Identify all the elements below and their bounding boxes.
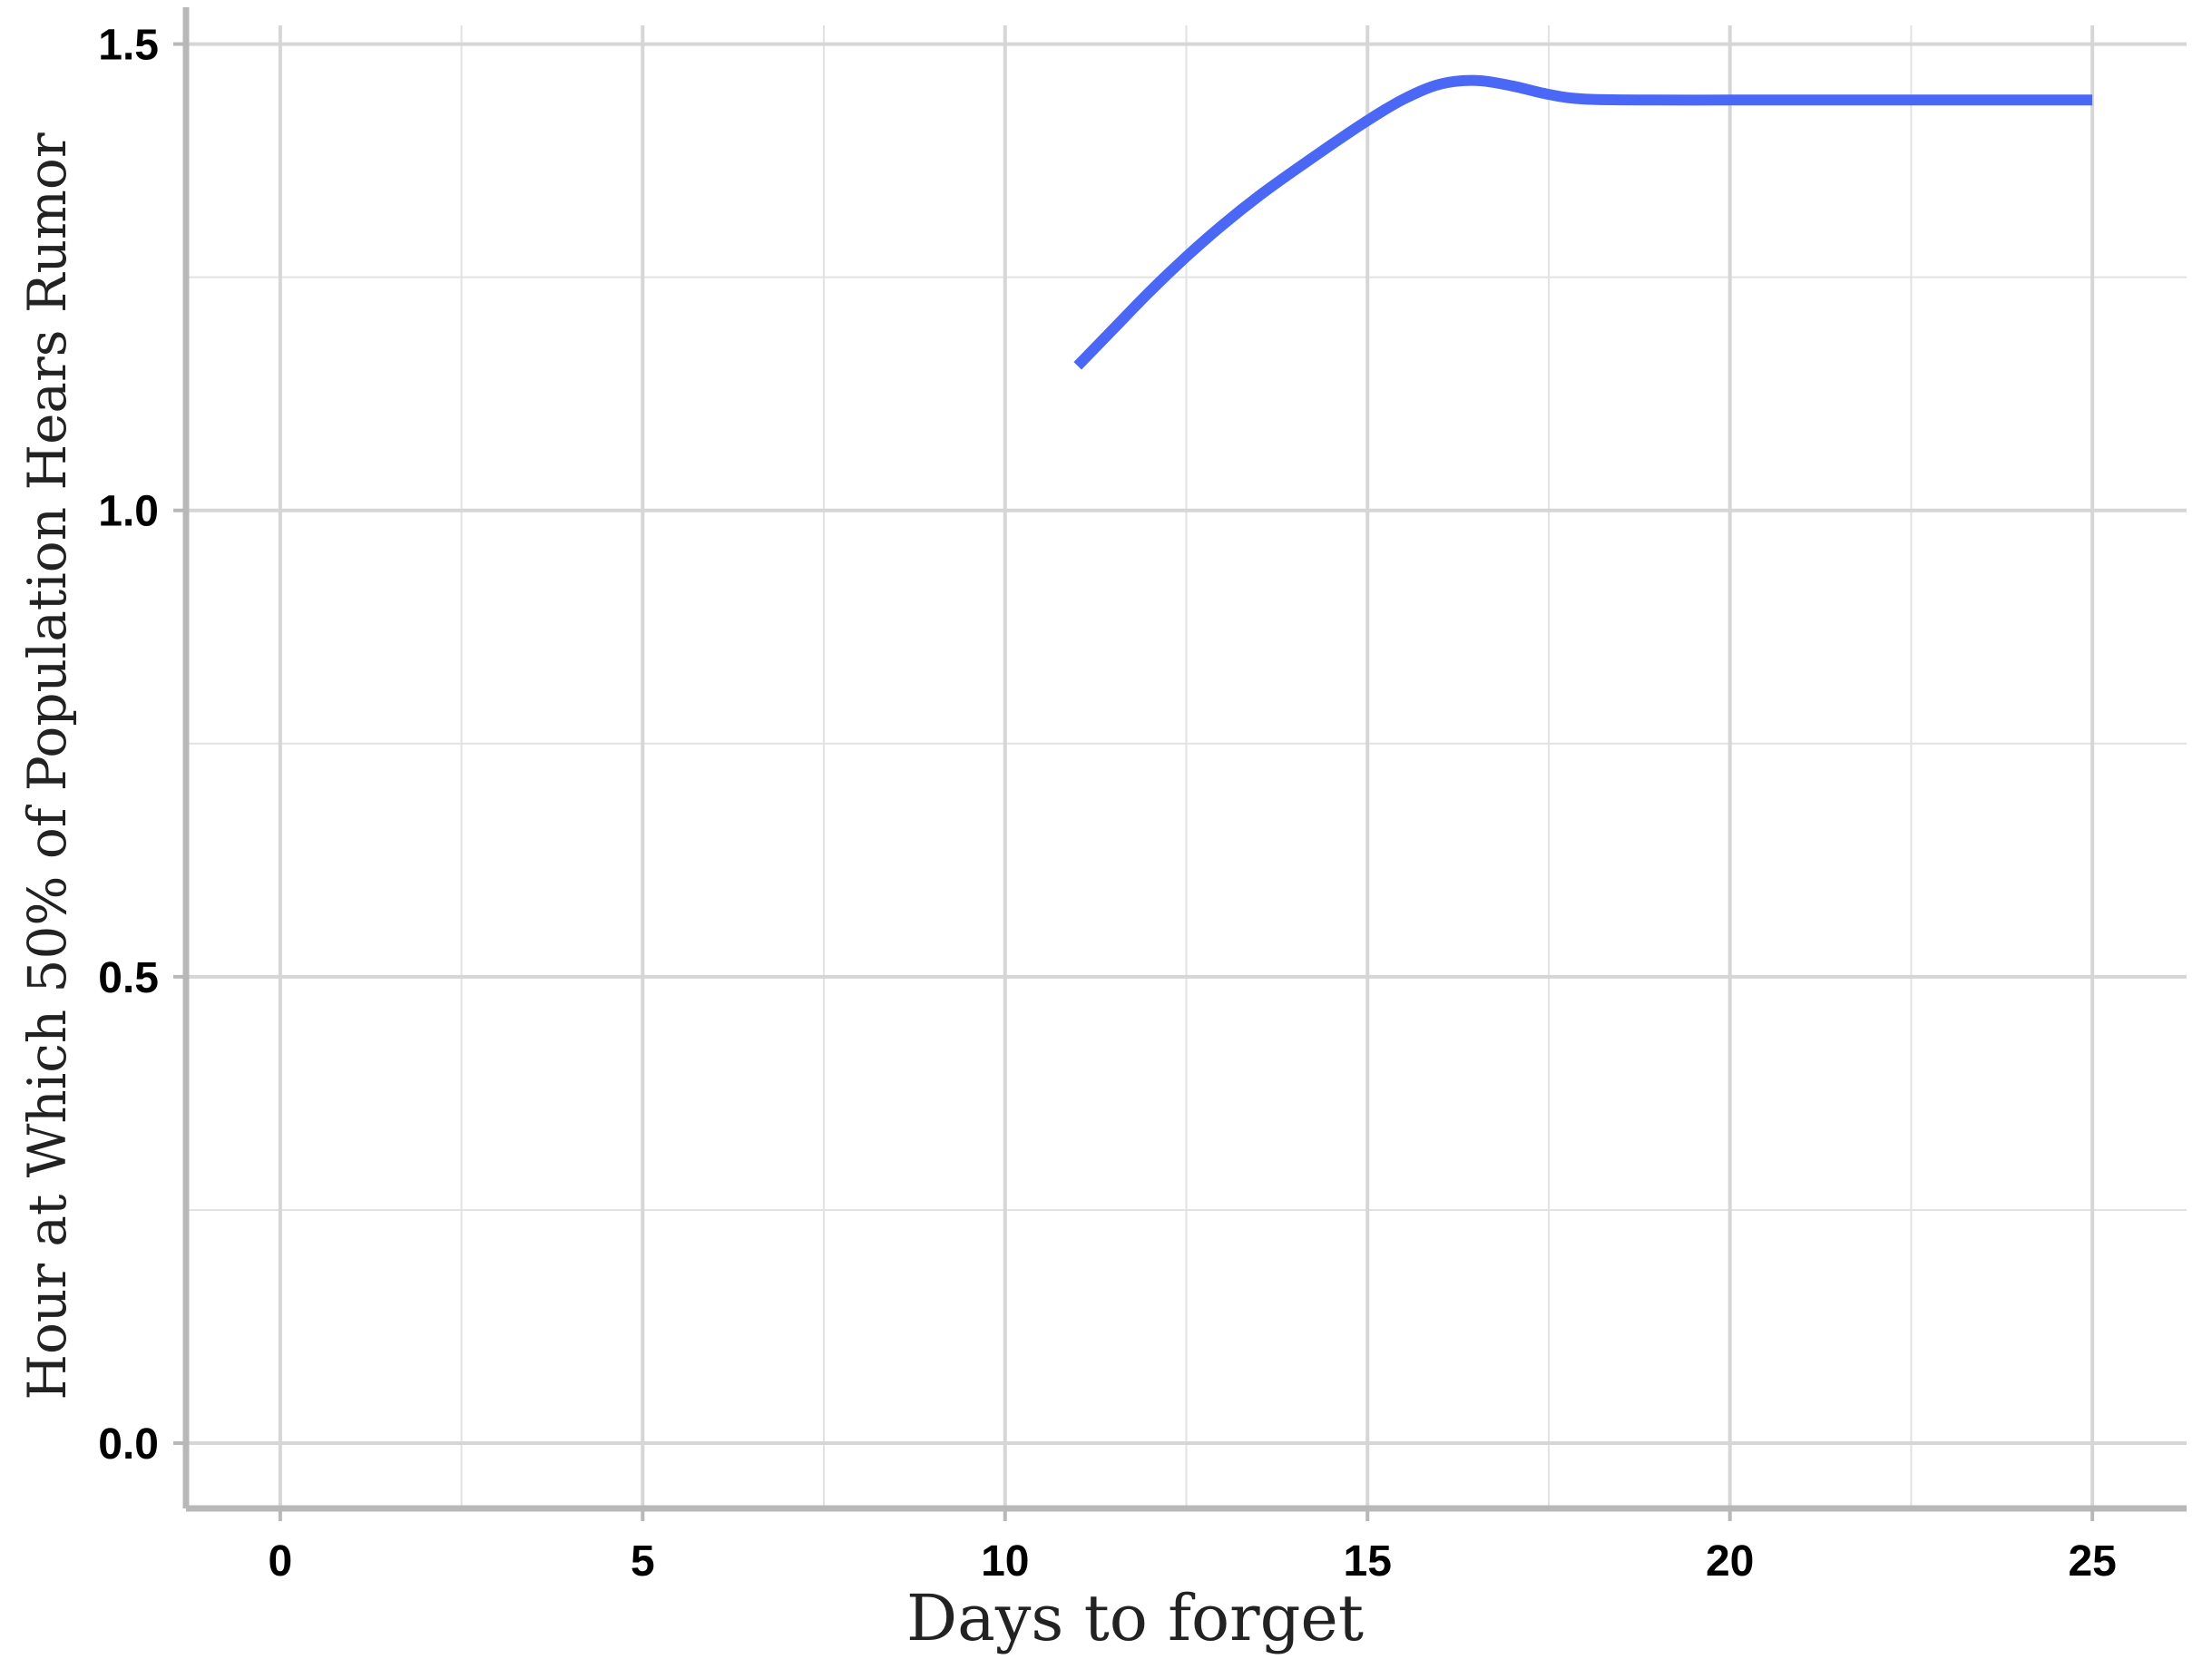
y-tick-label: 0.5 bbox=[98, 954, 159, 1002]
series-layer bbox=[1073, 74, 2093, 370]
y-axis-title: Hour at Which 50% of Population Hears Ru… bbox=[16, 132, 78, 1400]
major-gridlines bbox=[186, 25, 2187, 1508]
x-tick-label: 15 bbox=[1344, 1537, 1392, 1586]
y-tick-label: 0.0 bbox=[98, 1420, 159, 1469]
x-tick-label: 20 bbox=[1706, 1537, 1754, 1586]
tick-labels: 0 5 10 15 20 25 0.0 0.5 1.0 1.5 bbox=[98, 22, 2117, 1586]
x-tick-label: 0 bbox=[269, 1537, 293, 1586]
x-tick-label: 25 bbox=[2068, 1537, 2116, 1586]
axes bbox=[173, 7, 2187, 1521]
y-tick-label: 1.0 bbox=[98, 488, 159, 536]
x-tick-label: 10 bbox=[981, 1537, 1029, 1586]
y-tick-label: 1.5 bbox=[98, 22, 159, 70]
x-tick-label: 5 bbox=[631, 1537, 655, 1586]
x-axis-title: Days to forget bbox=[906, 1581, 1364, 1655]
minor-gridlines bbox=[186, 25, 2187, 1508]
series-line bbox=[1073, 74, 2093, 370]
